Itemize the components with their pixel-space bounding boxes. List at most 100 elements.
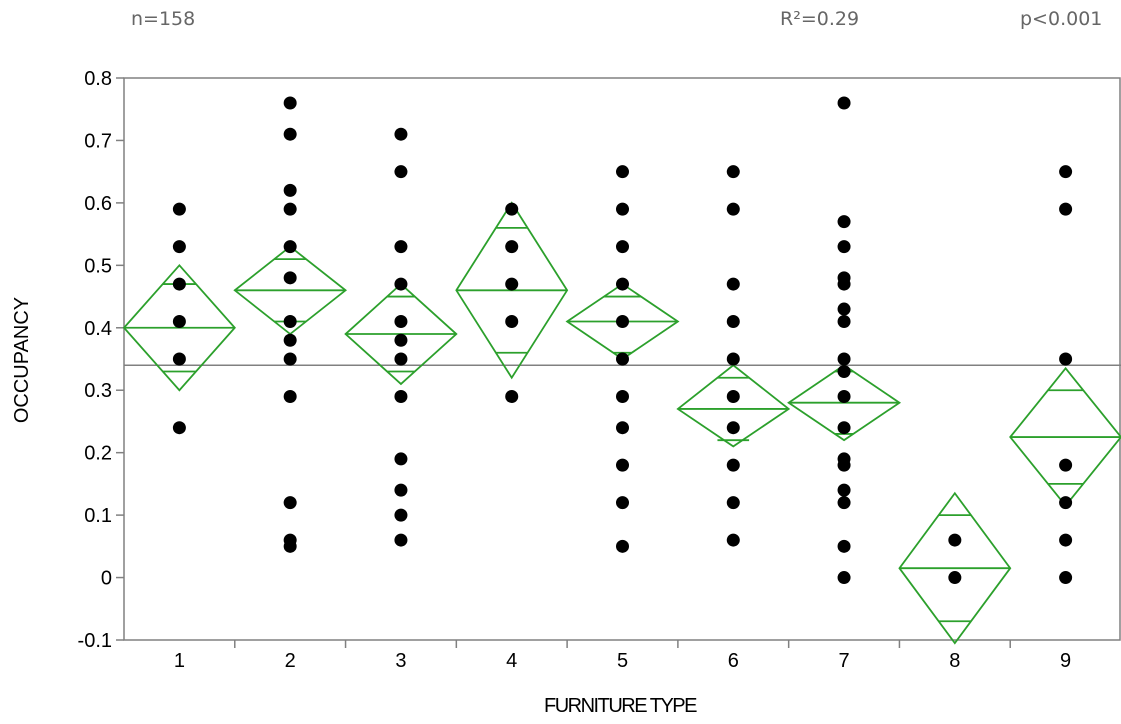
means-diamond xyxy=(898,491,1012,645)
data-point xyxy=(616,352,629,366)
data-point xyxy=(616,539,629,553)
data-point xyxy=(394,240,408,254)
data-point xyxy=(172,277,186,291)
y-tick-label: 0.3 xyxy=(84,380,112,402)
data-point xyxy=(837,315,851,329)
data-point xyxy=(837,302,851,316)
data-point xyxy=(616,421,629,435)
x-tick-label: 7 xyxy=(838,650,849,672)
x-tick-label: 1 xyxy=(174,650,185,672)
data-point xyxy=(616,458,629,472)
data-point xyxy=(283,539,297,553)
data-point xyxy=(837,421,851,435)
data-point xyxy=(1059,165,1073,179)
data-point xyxy=(283,389,297,403)
data-point xyxy=(726,458,740,472)
sample-size-label: n=158 xyxy=(131,8,196,30)
data-point xyxy=(616,202,629,216)
data-point xyxy=(394,508,408,522)
data-point xyxy=(283,183,297,197)
data-point xyxy=(505,202,519,216)
data-point xyxy=(172,315,186,329)
data-point xyxy=(172,352,186,366)
data-point xyxy=(616,389,629,403)
data-point xyxy=(394,165,408,179)
data-point xyxy=(394,452,408,466)
y-tick-label: 0.1 xyxy=(84,505,112,527)
data-point xyxy=(726,533,740,547)
y-tick-label: 0.2 xyxy=(84,443,112,465)
data-point xyxy=(616,496,629,510)
data-point xyxy=(616,315,629,329)
data-point xyxy=(505,240,519,254)
data-point xyxy=(837,389,851,403)
data-point xyxy=(1059,202,1073,216)
data-point xyxy=(172,240,186,254)
data-point xyxy=(726,165,740,179)
data-point xyxy=(1059,458,1073,472)
data-point xyxy=(394,127,408,141)
data-point xyxy=(726,315,740,329)
data-point xyxy=(394,333,408,347)
x-tick-label: 8 xyxy=(949,650,960,672)
y-tick-label: -0.1 xyxy=(78,630,112,652)
data-point xyxy=(394,315,408,329)
means-diamond xyxy=(676,364,791,448)
data-point xyxy=(837,571,851,585)
data-point xyxy=(283,202,297,216)
y-axis-label: OCCUPANCY xyxy=(11,297,33,423)
data-point xyxy=(283,333,297,347)
x-tick-label: 4 xyxy=(506,650,517,672)
x-tick-label: 9 xyxy=(1060,650,1071,672)
means-diamond xyxy=(787,364,902,442)
data-point xyxy=(283,352,297,366)
data-point xyxy=(505,315,519,329)
means-diamond xyxy=(344,282,458,386)
data-point xyxy=(283,240,297,254)
plot-frame xyxy=(123,77,1121,641)
y-tick-label: 0.5 xyxy=(84,255,112,277)
data-point xyxy=(1059,533,1073,547)
data-point xyxy=(837,240,851,254)
r-squared-label: R²=0.29 xyxy=(780,8,860,30)
data-point xyxy=(505,389,519,403)
data-point xyxy=(726,421,740,435)
data-point xyxy=(394,352,408,366)
data-point xyxy=(948,533,962,547)
data-point xyxy=(394,483,408,497)
data-point xyxy=(616,240,629,254)
x-tick-label: 3 xyxy=(395,650,406,672)
data-point xyxy=(283,96,297,110)
data-point xyxy=(726,202,740,216)
data-point xyxy=(726,352,740,366)
data-point xyxy=(394,277,408,291)
y-tick-label: 0.8 xyxy=(84,68,112,90)
x-tick-label: 6 xyxy=(728,650,739,672)
data-point xyxy=(837,483,851,497)
means-diamond xyxy=(455,201,569,380)
data-point xyxy=(172,421,186,435)
data-point xyxy=(837,458,851,472)
means-diamond xyxy=(122,263,236,392)
data-point xyxy=(837,277,851,291)
y-tick-label: 0.4 xyxy=(84,318,112,340)
data-point xyxy=(726,496,740,510)
data-point xyxy=(726,277,740,291)
data-point xyxy=(616,165,629,179)
data-point xyxy=(394,533,408,547)
data-point xyxy=(837,352,851,366)
x-axis-label: FURNITURE TYPE xyxy=(544,695,697,717)
y-tick-label: 0.6 xyxy=(84,193,112,215)
y-tick-label: 0.7 xyxy=(84,130,112,152)
data-point xyxy=(283,271,297,285)
data-point xyxy=(1059,571,1073,585)
data-point xyxy=(948,571,962,585)
data-point xyxy=(394,389,408,403)
data-point xyxy=(172,202,186,216)
x-tick-label: 2 xyxy=(285,650,296,672)
data-point xyxy=(837,539,851,553)
data-point xyxy=(1059,496,1073,510)
data-point xyxy=(505,277,519,291)
data-point xyxy=(283,315,297,329)
y-tick-label: 0 xyxy=(101,568,112,590)
